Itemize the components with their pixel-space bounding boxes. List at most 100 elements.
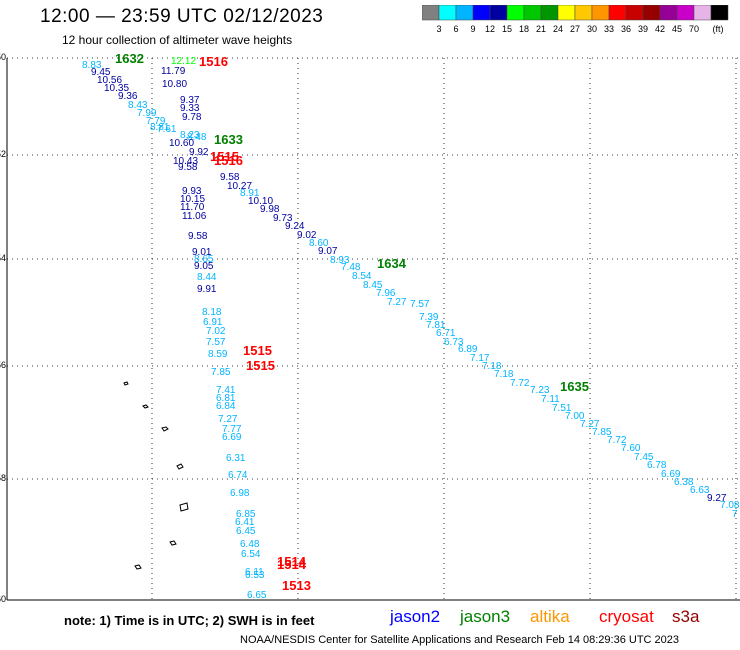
wave-height-label: 9.93 — [182, 186, 202, 197]
scale-unit: (ft) — [713, 24, 724, 34]
wave-height-label: 8.23 — [180, 130, 200, 141]
wave-height-label: 6.41 — [235, 517, 255, 528]
wave-height-label: 8.48 — [187, 132, 207, 143]
wave-height-label: 10.60 — [169, 138, 194, 149]
legend-jason3: jason3 — [460, 607, 511, 626]
wave-height-label: 6.38 — [674, 477, 694, 488]
wave-height-label: 11.79 — [161, 66, 186, 77]
scale-label: 33 — [604, 24, 614, 34]
scale-label: 6 — [453, 24, 458, 34]
wave-height-label: 12.12 — [171, 56, 196, 67]
island-outline — [123, 381, 129, 386]
wave-height-label: 10.80 — [162, 79, 187, 90]
wave-height-label: 8.91 — [240, 188, 260, 199]
wave-height-label: 8.60 — [309, 238, 329, 249]
wave-height-label: 9.58 — [188, 231, 208, 242]
wave-height-label: 9.73 — [273, 213, 293, 224]
wave-height-label: 9.33 — [180, 103, 200, 114]
pass-time-label: 1515 — [243, 343, 272, 358]
island-outline — [134, 564, 142, 570]
wave-height-label: 7.17 — [470, 353, 490, 364]
wave-height-label: 6.91 — [203, 317, 223, 328]
wave-height-label: 7.72 — [607, 435, 627, 446]
wave-height-label: 9.24 — [285, 221, 305, 232]
wave-height-label: 7.45 — [634, 452, 654, 463]
wave-height-label: 7.96 — [376, 288, 396, 299]
legend-s3a: s3a — [672, 607, 700, 626]
wave-height-label: 8.44 — [197, 272, 217, 283]
y-tick-label: -58 — [0, 473, 6, 483]
scale-label: 39 — [638, 24, 648, 34]
wave-height-label: 8.81 — [150, 122, 170, 133]
pass-time-label: 1513 — [282, 578, 311, 593]
y-tick-label: -50 — [0, 52, 6, 62]
pass-time-label: 1516 — [199, 54, 228, 69]
wave-height-label: 6.11 — [245, 567, 264, 578]
wave-height-label: 6.71 — [436, 328, 456, 339]
wave-height-label: 6.69 — [222, 432, 242, 443]
wave-height-label: 6.98 — [230, 488, 250, 499]
wave-height-label: 8.45 — [363, 280, 383, 291]
wave-height-label: 9.91 — [197, 284, 217, 295]
wave-height-label: 7.57 — [206, 337, 226, 348]
island-outline — [179, 502, 189, 512]
wave-height-label: 6.74 — [228, 470, 248, 481]
footer-credit: NOAA/NESDIS Center for Satellite Applica… — [240, 634, 680, 646]
wave-height-label: 7.85 — [592, 427, 612, 438]
wave-height-label: 7.77 — [222, 424, 242, 435]
wave-height-label: 9.58 — [220, 172, 240, 183]
wave-height-label: 10.27 — [227, 181, 252, 192]
wave-height-label: 8.65 — [194, 254, 214, 265]
wave-height-label: 6.84 — [216, 401, 236, 412]
wave-height-label: 7.39 — [419, 312, 439, 323]
wave-height-label: 7.08 — [720, 500, 740, 511]
map-subtitle: 12 hour collection of altimeter wave hei… — [62, 33, 293, 47]
island-outline — [161, 426, 169, 432]
wave-height-label: 7.41 — [216, 385, 236, 396]
island-outline — [176, 463, 184, 470]
wave-height-label: 10.15 — [180, 194, 205, 205]
scale-label: 3 — [436, 24, 441, 34]
wave-height-label: 7.51 — [552, 403, 572, 414]
wave-height-label: 10.35 — [104, 83, 129, 94]
scale-label: 15 — [502, 24, 512, 34]
scale-label: 70 — [689, 24, 699, 34]
wave-height-label: 7.61 — [157, 124, 177, 135]
wave-height-label: 9.27 — [707, 493, 727, 504]
pass-time-label: 1633 — [214, 132, 243, 147]
wave-height-label: 7.85 — [211, 367, 231, 378]
wave-height-label: 6.85 — [236, 509, 256, 520]
wave-height-label: 10.56 — [97, 75, 122, 86]
scale-label: 9 — [470, 24, 475, 34]
wave-height-label: 6.69 — [661, 469, 681, 480]
wave-height-label: 6.31 — [226, 453, 246, 464]
wave-height-label: 9.98 — [260, 204, 280, 215]
wave-height-label: 9.07 — [318, 246, 338, 257]
wave-height-label: 7.79 — [146, 116, 166, 127]
scale-label: 21 — [536, 24, 546, 34]
y-tick-label: -60 — [0, 594, 6, 604]
wave-height-label: 7.18 — [482, 361, 502, 372]
units-note: note: 1) Time is in UTC; 2) SWH is in fe… — [64, 613, 315, 628]
scale-label: 24 — [553, 24, 563, 34]
wave-height-label: 8.83 — [82, 60, 102, 71]
y-tick-label: -52 — [0, 149, 6, 159]
wave-height-label: 8.59 — [208, 349, 228, 360]
legend-cryosat: cryosat — [599, 607, 654, 626]
wave-height-label: 6.78 — [647, 460, 667, 471]
scale-label: 42 — [655, 24, 665, 34]
wave-height-label: 8.54 — [352, 271, 372, 282]
legend-jason2: jason2 — [390, 607, 441, 626]
y-tick-label: -54 — [0, 253, 6, 263]
wave-height-label: 6.73 — [444, 337, 464, 348]
wave-height-label: 9.37 — [180, 95, 200, 106]
pass-time-label: 1635 — [560, 379, 589, 394]
map-title: 12:00 — 23:59 UTC 02/12/2023 — [40, 6, 324, 27]
wave-height-label: 7 — [732, 509, 738, 520]
scale-label: 27 — [570, 24, 580, 34]
pass-time-label: 1515 — [246, 358, 275, 373]
wave-height-label: 11.06 — [182, 211, 207, 222]
wave-height-label: 7.27 — [387, 297, 407, 308]
wave-height-label: 7.00 — [565, 411, 585, 422]
scale-label: 30 — [587, 24, 597, 34]
